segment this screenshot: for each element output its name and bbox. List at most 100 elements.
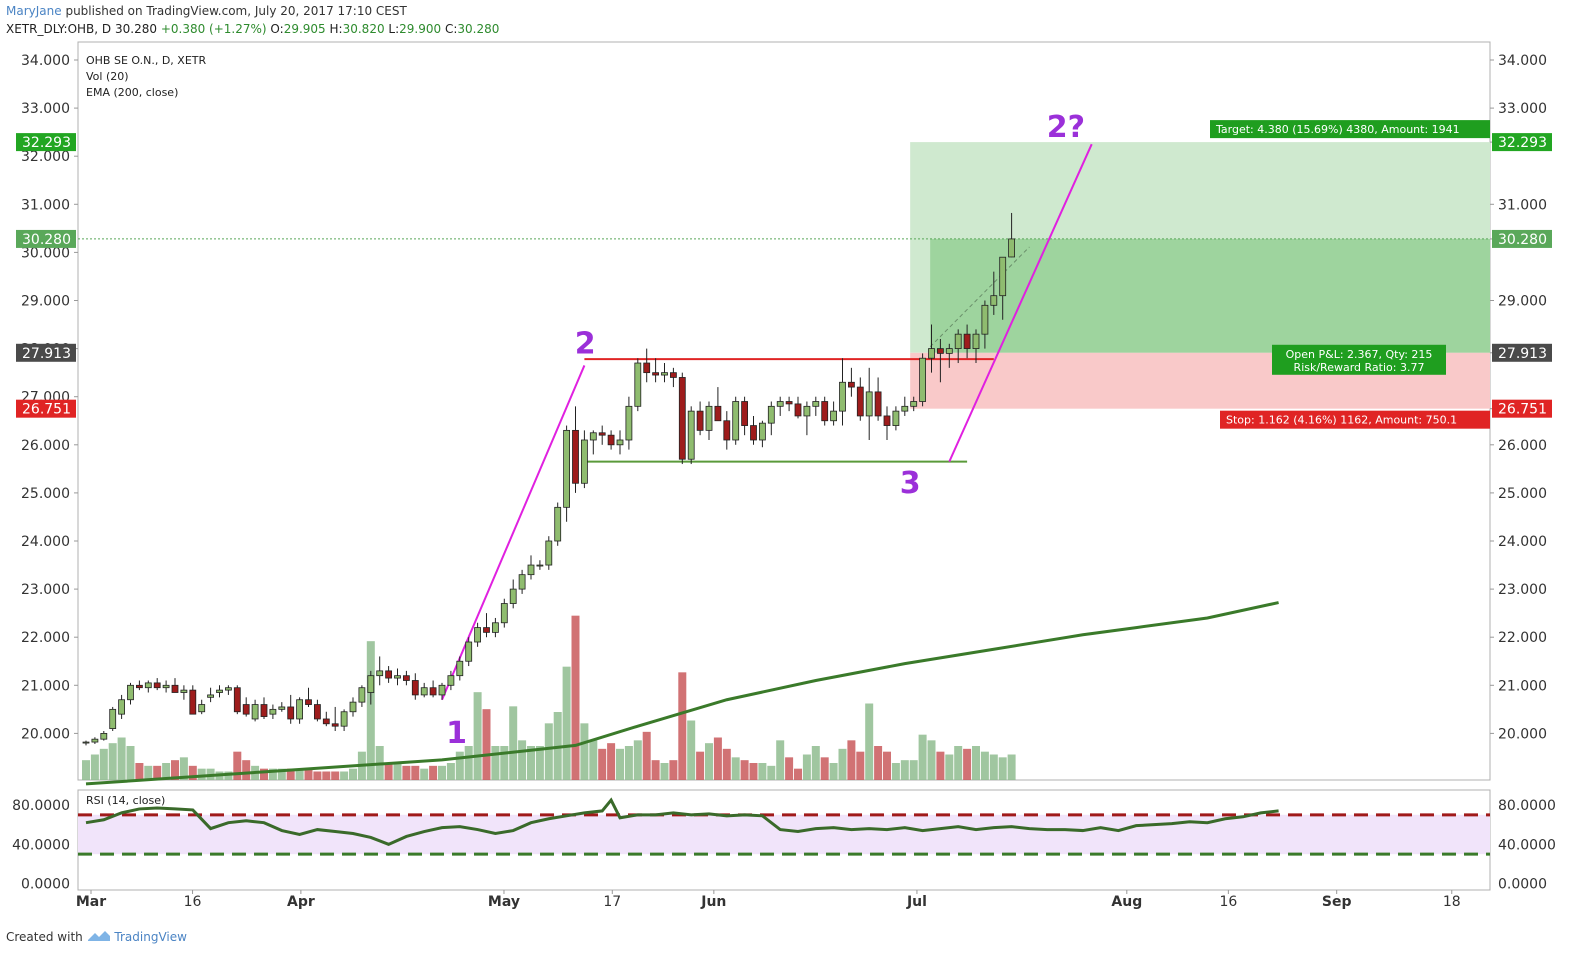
price-tag-left[interactable]: 32.293 bbox=[22, 135, 71, 151]
candle-body[interactable] bbox=[509, 588, 517, 604]
candle-body[interactable] bbox=[420, 687, 428, 696]
candle-body[interactable] bbox=[135, 684, 143, 689]
candle-body[interactable] bbox=[153, 682, 161, 689]
price-tag-left[interactable]: 27.913 bbox=[22, 346, 71, 362]
candle-body[interactable] bbox=[162, 684, 170, 689]
candle-body[interactable] bbox=[313, 704, 321, 720]
candle-body[interactable] bbox=[447, 675, 455, 686]
candle-body[interactable] bbox=[500, 603, 508, 624]
candle-body[interactable] bbox=[589, 432, 597, 441]
candle-body[interactable] bbox=[759, 422, 766, 441]
candle-body[interactable] bbox=[429, 687, 437, 696]
tradingview-brand-link[interactable]: TradingView bbox=[114, 930, 187, 944]
publisher-user-link[interactable]: MaryJane bbox=[6, 4, 62, 18]
candle-body[interactable] bbox=[491, 622, 499, 633]
candle-body[interactable] bbox=[127, 684, 134, 701]
candle-body[interactable] bbox=[643, 362, 651, 374]
candle-body[interactable] bbox=[411, 680, 419, 696]
tradingview-logo-icon[interactable] bbox=[87, 930, 115, 944]
candle-body[interactable] bbox=[465, 641, 473, 662]
candle-body[interactable] bbox=[349, 701, 357, 713]
candle-body[interactable] bbox=[661, 372, 668, 376]
candle-body[interactable] bbox=[224, 687, 232, 691]
candle-body[interactable] bbox=[678, 377, 686, 460]
candle-body[interactable] bbox=[963, 333, 971, 350]
price-tag-left[interactable]: 26.751 bbox=[22, 402, 71, 418]
candle-body[interactable] bbox=[981, 304, 989, 335]
price-tag-left[interactable]: 30.280 bbox=[22, 232, 71, 248]
candle-body[interactable] bbox=[358, 687, 366, 703]
candle-body[interactable] bbox=[82, 741, 90, 744]
candle-body[interactable] bbox=[109, 708, 117, 729]
candle-body[interactable] bbox=[216, 689, 223, 693]
candle-body[interactable] bbox=[456, 660, 464, 677]
candle-body[interactable] bbox=[296, 699, 304, 720]
candle-body[interactable] bbox=[260, 704, 268, 717]
candle-body[interactable] bbox=[616, 439, 624, 446]
candle-body[interactable] bbox=[331, 723, 339, 727]
candle-body[interactable] bbox=[100, 733, 108, 740]
candle-body[interactable] bbox=[972, 333, 980, 350]
candle-body[interactable] bbox=[563, 429, 570, 508]
candle-body[interactable] bbox=[625, 405, 633, 441]
candle-body[interactable] bbox=[945, 348, 953, 354]
candle-body[interactable] bbox=[705, 405, 713, 431]
candle-body[interactable] bbox=[438, 684, 446, 696]
candle-body[interactable] bbox=[892, 410, 900, 426]
candle-body[interactable] bbox=[394, 675, 401, 679]
candle-body[interactable] bbox=[901, 405, 909, 412]
candle-body[interactable] bbox=[1008, 238, 1015, 258]
candle-body[interactable] bbox=[598, 432, 606, 436]
impulse-leg-1-2[interactable] bbox=[441, 365, 586, 701]
candle-body[interactable] bbox=[242, 704, 250, 715]
candle-body[interactable] bbox=[607, 434, 615, 446]
candle-body[interactable] bbox=[376, 670, 384, 677]
price-tag-right[interactable]: 27.913 bbox=[1498, 346, 1547, 362]
price-tag-right[interactable]: 26.751 bbox=[1498, 402, 1547, 418]
candle-body[interactable] bbox=[340, 711, 348, 727]
candle-body[interactable] bbox=[385, 670, 393, 679]
candle-body[interactable] bbox=[144, 682, 152, 689]
candle-body[interactable] bbox=[741, 401, 748, 426]
candle-body[interactable] bbox=[750, 425, 757, 441]
candle-body[interactable] bbox=[670, 372, 677, 378]
candle-body[interactable] bbox=[883, 415, 891, 426]
candle-body[interactable] bbox=[874, 391, 882, 417]
candle-body[interactable] bbox=[581, 439, 588, 484]
candle-body[interactable] bbox=[928, 348, 935, 359]
candle-body[interactable] bbox=[518, 574, 526, 590]
candle-body[interactable] bbox=[785, 401, 793, 405]
candle-body[interactable] bbox=[821, 401, 829, 422]
candle-body[interactable] bbox=[687, 410, 695, 460]
candle-body[interactable] bbox=[189, 689, 197, 715]
candle-body[interactable] bbox=[803, 405, 811, 417]
candle-body[interactable] bbox=[198, 704, 206, 713]
candle-body[interactable] bbox=[180, 689, 188, 693]
candle-body[interactable] bbox=[554, 506, 562, 542]
candle-body[interactable] bbox=[251, 704, 259, 720]
candle-body[interactable] bbox=[937, 348, 944, 354]
candle-body[interactable] bbox=[865, 391, 873, 417]
candle-body[interactable] bbox=[910, 401, 918, 407]
candle-body[interactable] bbox=[919, 357, 926, 402]
candle-body[interactable] bbox=[848, 381, 855, 388]
candle-body[interactable] bbox=[794, 403, 802, 417]
candle-body[interactable] bbox=[545, 540, 553, 566]
candle-body[interactable] bbox=[999, 256, 1007, 297]
price-tag-right[interactable]: 32.293 bbox=[1498, 135, 1547, 151]
price-tag-right[interactable]: 30.280 bbox=[1498, 232, 1547, 248]
candle-body[interactable] bbox=[767, 405, 775, 424]
candle-body[interactable] bbox=[402, 675, 410, 681]
candle-body[interactable] bbox=[732, 401, 740, 441]
candle-body[interactable] bbox=[839, 381, 846, 412]
candle-body[interactable] bbox=[527, 564, 535, 576]
candle-body[interactable] bbox=[830, 410, 837, 422]
candle-body[interactable] bbox=[812, 401, 820, 407]
candle-body[interactable] bbox=[652, 372, 659, 376]
price-chart[interactable]: Target: 4.380 (15.69%) 4380, Amount: 194… bbox=[0, 38, 1584, 958]
candle-body[interactable] bbox=[474, 627, 482, 643]
candle-body[interactable] bbox=[269, 708, 277, 715]
projected-leg-3[interactable] bbox=[948, 143, 1093, 463]
candle-body[interactable] bbox=[536, 564, 544, 567]
candle-body[interactable] bbox=[305, 699, 312, 705]
